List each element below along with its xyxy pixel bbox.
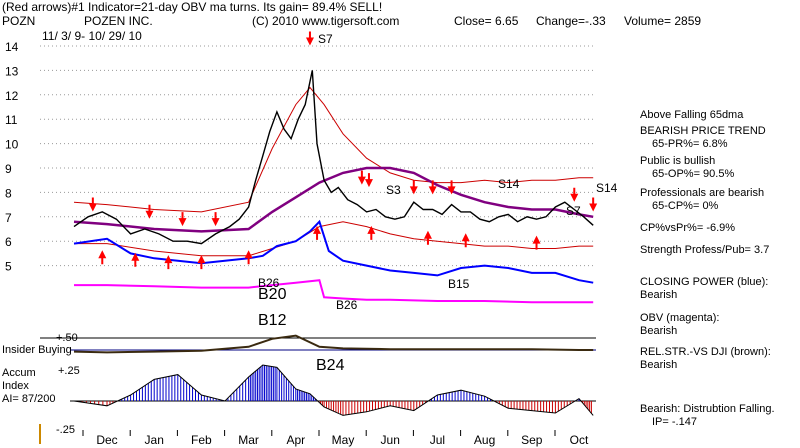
signal-b20: B20 (258, 286, 287, 303)
sell-arrow-7 (409, 180, 418, 195)
header-volume: Volume= 2859 (624, 14, 702, 28)
rs-value: Bearish (640, 359, 678, 371)
header-change: Change=-.33 (536, 14, 606, 28)
sell-arrow-10 (570, 187, 579, 202)
sell-arrow-8 (428, 180, 437, 195)
buy-arrow-6 (367, 225, 376, 240)
x-tick-Jan: Jan (145, 433, 164, 447)
y-tick-13: 13 (5, 64, 19, 78)
x-tick-Sep: Sep (521, 433, 543, 447)
lower-band-line (74, 221, 594, 257)
minus25-label: -.25 (56, 424, 75, 436)
buy-arrow-0 (98, 250, 107, 265)
header-close: Close= 6.65 (454, 14, 519, 28)
cp-value: Bearish (640, 289, 678, 301)
signal-s14a: S14 (498, 177, 520, 191)
closing-power-line (73, 219, 594, 284)
signal-b24: B24 (316, 357, 345, 374)
cp-vs-pr: CP%vsPr%= -6.9% (640, 222, 736, 234)
buy-arrow-9 (532, 235, 541, 250)
pro-title: Professionals are bearish (640, 187, 765, 199)
y-tick-6: 6 (5, 235, 12, 249)
y-tick-11: 11 (5, 113, 18, 127)
accum-value: IP= -.147 (652, 416, 697, 428)
buy-arrow-1 (131, 252, 140, 267)
buy-arrow-5 (313, 225, 322, 240)
sell-arrow-4 (305, 31, 314, 46)
y-tick-14: 14 (5, 40, 19, 54)
obv-value: Bearish (640, 325, 678, 337)
x-tick-May: May (332, 433, 355, 447)
header-copyright: (C) 2010 www.tigersoft.com (252, 14, 400, 28)
y-tick-8: 8 (5, 186, 12, 200)
signal-b26b: B26 (336, 298, 358, 312)
x-tick-Jun: Jun (381, 433, 400, 447)
insider-label: Insider Buying (2, 344, 72, 356)
accum-index-line (73, 364, 594, 416)
sell-arrow-11 (589, 197, 598, 212)
sell-arrow-3 (211, 212, 220, 227)
signal-b15: B15 (448, 277, 470, 291)
strength: Strength Profess/Pub= 3.7 (640, 244, 770, 256)
y-tick-9: 9 (5, 162, 12, 176)
rs-title: REL.STR.-VS DJI (brown): (640, 346, 771, 358)
signal-b12: B12 (258, 312, 287, 329)
upper-band-line (73, 86, 594, 213)
y-tick-5: 5 (5, 260, 12, 274)
obv-title: OBV (magenta): (640, 312, 720, 324)
sell-arrow-1 (145, 204, 154, 219)
header-date-range: 11/ 3/ 9- 10/ 29/ 10 (42, 29, 142, 43)
plus50-label: +.50 (56, 332, 78, 344)
ma65-line (73, 166, 594, 233)
cp-title: CLOSING POWER (blue): (640, 276, 769, 288)
public-title: Public is bullish (640, 155, 716, 167)
buy-arrow-4 (244, 250, 253, 265)
trend-value: 65-PR%= 6.8% (652, 138, 728, 150)
x-tick-Jul: Jul (430, 433, 445, 447)
trend-title: BEARISH PRICE TREND (640, 125, 766, 137)
signal-s3: S3 (386, 183, 401, 197)
buy-arrow-3 (197, 255, 206, 270)
accum-label: Accum (2, 367, 36, 379)
x-tick-Apr: Apr (286, 433, 305, 447)
header-ticker: POZN (2, 14, 36, 28)
x-tick-Aug: Aug (474, 433, 495, 447)
signal-s14b: S14 (596, 181, 618, 195)
plus25-label: +.25 (58, 365, 80, 377)
sell-arrow-6 (364, 173, 373, 188)
signal-s7-right: S7 (566, 204, 581, 218)
x-tick-Oct: Oct (570, 433, 589, 447)
pro-value: 65-CP%= 0% (652, 200, 719, 212)
y-tick-10: 10 (5, 138, 19, 152)
sell-arrow-9 (447, 180, 456, 195)
signal-s7-top: S7 (318, 32, 333, 46)
ai-label: AI= 87/200 (2, 393, 56, 405)
x-tick-Feb: Feb (191, 433, 212, 447)
obv-line (74, 279, 594, 304)
sell-arrow-5 (357, 170, 366, 185)
relstr-line (73, 334, 594, 354)
ma-status: Above Falling 65dma (640, 109, 744, 121)
header-company: POZEN INC. (84, 14, 153, 28)
header-indicator: (Red arrows)#1 Indicator=21-day OBV ma t… (2, 0, 383, 14)
sell-arrow-2 (178, 212, 187, 227)
buy-arrow-2 (164, 255, 173, 270)
buy-arrow-7 (423, 230, 432, 245)
buy-arrow-8 (461, 233, 470, 248)
y-tick-12: 12 (5, 89, 19, 103)
x-tick-Mar: Mar (238, 433, 259, 447)
signal-b26a: B26 (258, 276, 280, 290)
public-value: 65-OP%= 90.5% (652, 168, 735, 180)
accum-title: Bearish: Distrubtion Falling. (640, 403, 775, 415)
price-line (73, 70, 594, 245)
y-tick-7: 7 (5, 211, 12, 225)
x-tick-Dec: Dec (96, 433, 117, 447)
index-label: Index (2, 380, 29, 392)
sell-arrow-0 (88, 197, 97, 212)
